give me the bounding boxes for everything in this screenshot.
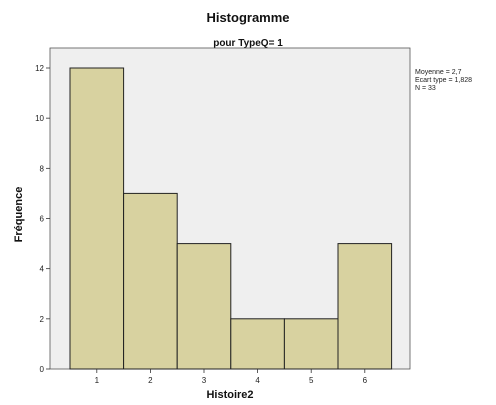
x-tick-label-6: 6 [363,376,368,385]
x-tick-label-3: 3 [202,376,207,385]
y-tick-label-0: 0 [40,365,45,374]
y-tick-label-2: 2 [40,315,45,324]
y-tick-label-4: 4 [40,265,45,274]
bar-6 [337,243,393,370]
x-axis: 1 2 3 4 5 6 [95,369,368,385]
y-tick-label-8: 8 [40,164,45,173]
y-axis-title: Fréquence [13,187,25,243]
chart-subtitle: pour TypeQ= 1 [213,38,283,49]
bar-1 [69,67,125,370]
y-tick-label-10: 10 [35,114,44,123]
stats-n: N = 33 [415,85,436,92]
stats-legend: Moyenne = 2,7 Ecart type = 1,828 N = 33 [415,69,472,93]
stats-std: Ecart type = 1,828 [415,77,473,84]
y-tick-label-12: 12 [35,64,44,73]
bars-group [69,67,393,370]
x-axis-title: Histoire2 [206,389,253,401]
stats-mean: Moyenne = 2,7 [415,69,462,76]
chart-title: Histogramme [206,10,290,25]
bar-5 [283,318,339,370]
bar-2 [123,192,178,370]
bar-3 [176,243,232,370]
x-tick-label-1: 1 [95,376,100,385]
x-tick-label-5: 5 [309,376,314,385]
bar-4 [230,318,285,370]
y-axis: 0 2 4 6 8 10 12 [35,64,50,374]
x-tick-label-4: 4 [255,376,260,385]
x-tick-label-2: 2 [148,376,153,385]
y-tick-label-6: 6 [40,215,45,224]
